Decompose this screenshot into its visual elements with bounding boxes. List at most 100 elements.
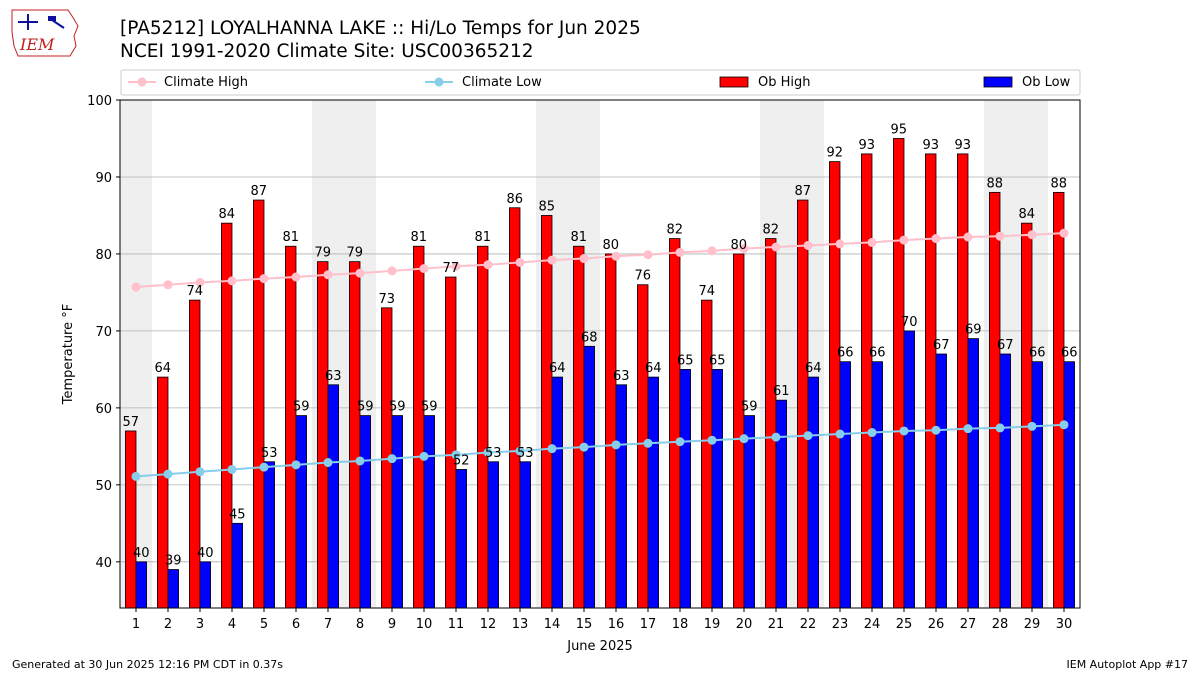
x-tick-label: 10 — [416, 617, 433, 632]
climate-low-point — [355, 456, 365, 466]
climate-low-point — [579, 442, 589, 452]
climate-high-point — [451, 261, 461, 271]
climate-high-point — [963, 232, 973, 242]
x-tick-label: 4 — [228, 617, 236, 632]
climate-high-point — [547, 255, 557, 265]
ob-high-label: 84 — [1018, 207, 1035, 222]
ob-high-label: 82 — [666, 223, 683, 238]
ob-high-label: 95 — [890, 122, 907, 137]
ob-low-bar — [359, 415, 371, 609]
x-tick-label: 2 — [164, 617, 172, 632]
legend-climate-high-label: Climate High — [164, 75, 248, 90]
climate-low-point — [931, 425, 941, 435]
x-tick-label: 9 — [388, 617, 396, 632]
ob-low-bar — [999, 353, 1011, 609]
ob-low-bar — [423, 415, 435, 609]
ob-high-label: 73 — [378, 292, 395, 307]
footer-generated: Generated at 30 Jun 2025 12:16 PM CDT in… — [12, 658, 284, 671]
climate-high-point — [771, 242, 781, 252]
y-tick-label: 70 — [95, 325, 112, 340]
x-tick-label: 25 — [896, 617, 913, 632]
ob-low-bar — [871, 361, 883, 609]
ob-high-bar — [829, 161, 841, 609]
ob-high-label: 93 — [858, 138, 875, 153]
climate-low-point — [547, 444, 557, 454]
ob-low-label: 68 — [581, 330, 598, 345]
climate-low-point — [867, 428, 877, 438]
ob-low-bar — [935, 353, 947, 609]
climate-high-point — [387, 266, 397, 276]
x-tick-label: 19 — [704, 617, 721, 632]
climate-high-point — [899, 235, 909, 245]
ob-low-bar — [1031, 361, 1043, 609]
ob-low-bar — [967, 338, 979, 609]
ob-low-label: 67 — [933, 338, 950, 353]
x-tick-label: 7 — [324, 617, 332, 632]
ob-high-bar — [189, 299, 201, 609]
ob-low-label: 39 — [165, 554, 182, 569]
x-axis-label: June 2025 — [566, 639, 633, 654]
ob-high-label: 81 — [410, 230, 427, 245]
ob-low-label: 64 — [645, 361, 662, 376]
ob-low-label: 66 — [837, 346, 854, 361]
climate-high-point — [131, 282, 141, 292]
ob-low-label: 65 — [709, 353, 726, 368]
legend-climate-high: Climate High — [128, 75, 248, 90]
footer-app: IEM Autoplot App #17 — [1066, 658, 1189, 671]
title-line-2: NCEI 1991-2020 Climate Site: USC00365212 — [120, 41, 534, 62]
legend-ob-high-label: Ob High — [758, 75, 811, 90]
ob-high-label: 79 — [346, 246, 363, 261]
ob-high-bar — [1053, 191, 1065, 609]
x-tick-label: 13 — [512, 617, 529, 632]
ob-high-label: 64 — [154, 361, 171, 376]
ob-low-bar — [583, 345, 595, 609]
climate-high-point — [291, 272, 301, 282]
climate-low-point — [451, 450, 461, 460]
ob-high-bar — [317, 261, 329, 609]
ob-low-label: 63 — [325, 369, 342, 384]
climate-high-point — [1059, 228, 1069, 238]
ob-low-label: 59 — [741, 400, 758, 415]
y-ticks: 40 50 60 70 80 90 100 — [87, 94, 120, 571]
climate-low-point — [771, 432, 781, 442]
ob-low-label: 59 — [421, 400, 438, 415]
ob-low-label: 53 — [517, 446, 534, 461]
ob-low-bar — [327, 384, 339, 609]
y-tick-label: 100 — [87, 94, 112, 109]
ob-high-bar — [925, 153, 937, 609]
x-tick-label: 18 — [672, 617, 689, 632]
climate-low-point — [195, 467, 205, 477]
ob-high-label: 93 — [922, 138, 939, 153]
ob-high-bar — [893, 138, 905, 609]
ob-low-bar — [455, 469, 467, 609]
ob-low-bar — [199, 561, 211, 609]
climate-high-point — [995, 231, 1005, 241]
ob-high-label: 79 — [314, 246, 331, 261]
x-tick-label: 24 — [864, 617, 881, 632]
ob-high-label: 82 — [762, 223, 779, 238]
climate-high-line — [135, 232, 1065, 289]
weather-station-icon — [18, 14, 65, 30]
climate-low-line — [135, 423, 1065, 478]
ob-high-label: 80 — [602, 238, 619, 253]
ob-low-label: 67 — [997, 338, 1014, 353]
x-tick-label: 28 — [992, 617, 1009, 632]
climate-high-point — [643, 250, 653, 260]
ob-low-bar — [551, 376, 563, 609]
climate-high-point — [835, 239, 845, 249]
climate-high-point — [515, 257, 525, 267]
ob-high-label: 86 — [506, 192, 523, 207]
climate-low-point — [323, 458, 333, 468]
ob-high-bar — [605, 253, 617, 609]
climate-low-point — [1059, 420, 1069, 430]
ob-low-label: 70 — [901, 315, 918, 330]
x-tick-label: 6 — [292, 617, 300, 632]
climate-low-point — [227, 464, 237, 474]
climate-low-point — [1027, 421, 1037, 431]
iem-logo: IEM — [11, 9, 79, 57]
ob-low-label: 64 — [805, 361, 822, 376]
ob-high-label: 88 — [1050, 176, 1067, 191]
x-tick-label: 5 — [260, 617, 268, 632]
ob-low-bar — [391, 415, 403, 609]
ob-low-label: 66 — [1061, 346, 1078, 361]
